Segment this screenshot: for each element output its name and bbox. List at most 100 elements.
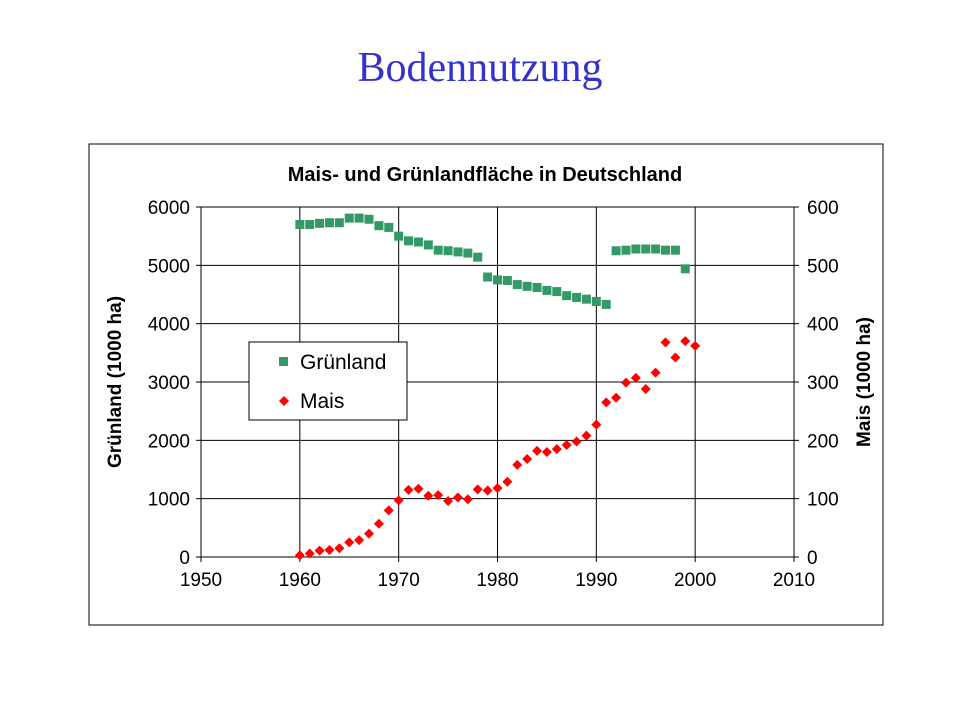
point-mais-1975 xyxy=(443,496,454,506)
point-mais-1998 xyxy=(670,352,681,363)
point-gruenland-1970 xyxy=(394,231,404,241)
point-mais-1961 xyxy=(304,548,315,559)
point-mais-1964 xyxy=(334,543,345,554)
legend-label-gruenland: Grünland xyxy=(300,351,386,374)
point-gruenland-1963 xyxy=(324,218,334,228)
legend-box xyxy=(248,341,408,421)
x-tick-label-1960: 1960 xyxy=(279,570,321,591)
point-mais-1966 xyxy=(354,535,365,546)
point-gruenland-1984 xyxy=(532,283,542,292)
point-gruenland-1996 xyxy=(651,244,661,254)
y-right-tick-label-200: 200 xyxy=(807,431,839,452)
point-gruenland-1995 xyxy=(641,244,651,254)
point-gruenland-1972 xyxy=(413,237,423,247)
point-gruenland-1966 xyxy=(354,213,364,223)
point-gruenland-1977 xyxy=(463,248,473,258)
point-gruenland-1991 xyxy=(601,299,611,309)
point-mais-1990 xyxy=(591,419,602,430)
point-mais-1980 xyxy=(492,483,503,494)
series-0 xyxy=(295,213,690,309)
point-gruenland-1998 xyxy=(670,245,680,255)
point-mais-1983 xyxy=(522,454,533,464)
y-axis-right-label: Mais (1000 ha) xyxy=(854,317,875,447)
point-gruenland-1985 xyxy=(542,285,552,295)
point-gruenland-1994 xyxy=(631,244,641,254)
point-mais-1989 xyxy=(581,430,592,441)
point-mais-1994 xyxy=(630,372,641,383)
point-mais-1976 xyxy=(452,492,463,503)
point-mais-1960 xyxy=(294,550,305,561)
point-mais-1996 xyxy=(650,367,661,378)
y-right-tick-label-600: 600 xyxy=(807,198,839,219)
y-left-tick-label-3000: 3000 xyxy=(148,373,190,394)
point-mais-1988 xyxy=(571,436,582,447)
y-right-tick-label-400: 400 xyxy=(807,315,839,336)
legend-diamond-marker xyxy=(279,396,289,406)
point-gruenland-1987 xyxy=(562,291,572,301)
x-tick-label-1970: 1970 xyxy=(378,570,420,591)
legend-square-marker xyxy=(279,357,288,366)
x-tick-label-2000: 2000 xyxy=(674,570,716,591)
series-1 xyxy=(294,336,701,561)
point-gruenland-1965 xyxy=(344,213,354,223)
point-gruenland-1960 xyxy=(295,220,305,229)
point-gruenland-1962 xyxy=(315,218,325,228)
point-gruenland-1981 xyxy=(502,276,512,285)
point-mais-1995 xyxy=(640,384,651,394)
point-mais-1987 xyxy=(561,440,572,450)
legend-label-mais: Mais xyxy=(300,390,344,413)
data-series xyxy=(294,213,701,561)
point-mais-1991 xyxy=(601,397,612,408)
point-mais-1982 xyxy=(512,459,523,470)
point-gruenland-1997 xyxy=(661,245,671,255)
point-mais-1973 xyxy=(423,490,434,501)
y-left-tick-label-1000: 1000 xyxy=(148,490,190,511)
y-right-tick-label-500: 500 xyxy=(807,256,839,277)
point-mais-1974 xyxy=(433,490,444,501)
point-gruenland-1961 xyxy=(305,220,315,229)
point-gruenland-1969 xyxy=(384,222,394,232)
x-tick-label-1990: 1990 xyxy=(575,570,617,591)
point-gruenland-1968 xyxy=(374,221,384,231)
point-mais-1985 xyxy=(541,447,552,457)
chart-title: Mais- und Grünlandfläche in Deutschland xyxy=(288,164,682,186)
legend: Grünland Mais xyxy=(248,341,408,421)
point-mais-1971 xyxy=(403,484,414,495)
point-mais-1993 xyxy=(620,377,631,388)
y-left-tick-label-5000: 5000 xyxy=(148,256,190,277)
point-mais-2000 xyxy=(690,340,701,351)
y-right-tick-label-0: 0 xyxy=(807,548,818,569)
point-mais-1986 xyxy=(551,444,562,455)
tick-labels: 1950 1960 1970 1980 1990 2000 2010010002000300… xyxy=(148,198,839,591)
point-mais-1972 xyxy=(413,483,424,494)
point-mais-1962 xyxy=(314,545,325,556)
y-right-tick-label-100: 100 xyxy=(807,490,839,511)
point-gruenland-1988 xyxy=(572,292,582,302)
point-gruenland-1976 xyxy=(453,247,463,257)
y-left-tick-label-2000: 2000 xyxy=(148,431,190,452)
point-gruenland-1999 xyxy=(680,264,690,274)
point-gruenland-1975 xyxy=(443,246,453,256)
slide-title: Bodennutzung xyxy=(357,45,603,91)
point-gruenland-1986 xyxy=(552,287,562,297)
point-mais-1999 xyxy=(680,336,691,347)
point-gruenland-1973 xyxy=(423,240,433,250)
point-mais-1992 xyxy=(611,392,622,403)
x-tick-label-2010: 2010 xyxy=(773,570,815,591)
point-gruenland-1964 xyxy=(334,218,344,228)
point-mais-1967 xyxy=(364,528,375,539)
point-gruenland-1989 xyxy=(581,294,591,304)
point-mais-1997 xyxy=(660,337,671,348)
point-mais-1969 xyxy=(383,505,394,516)
point-mais-1965 xyxy=(344,537,355,548)
point-mais-1981 xyxy=(502,476,513,487)
point-gruenland-1978 xyxy=(473,252,483,262)
y-left-tick-label-6000: 6000 xyxy=(148,198,190,219)
y-left-tick-label-0: 0 xyxy=(179,548,190,569)
x-tick-label-1950: 1950 xyxy=(180,570,222,591)
point-mais-1984 xyxy=(532,445,543,456)
point-mais-1978 xyxy=(472,484,483,495)
point-mais-1977 xyxy=(462,494,473,505)
x-tick-label-1980: 1980 xyxy=(476,570,518,591)
